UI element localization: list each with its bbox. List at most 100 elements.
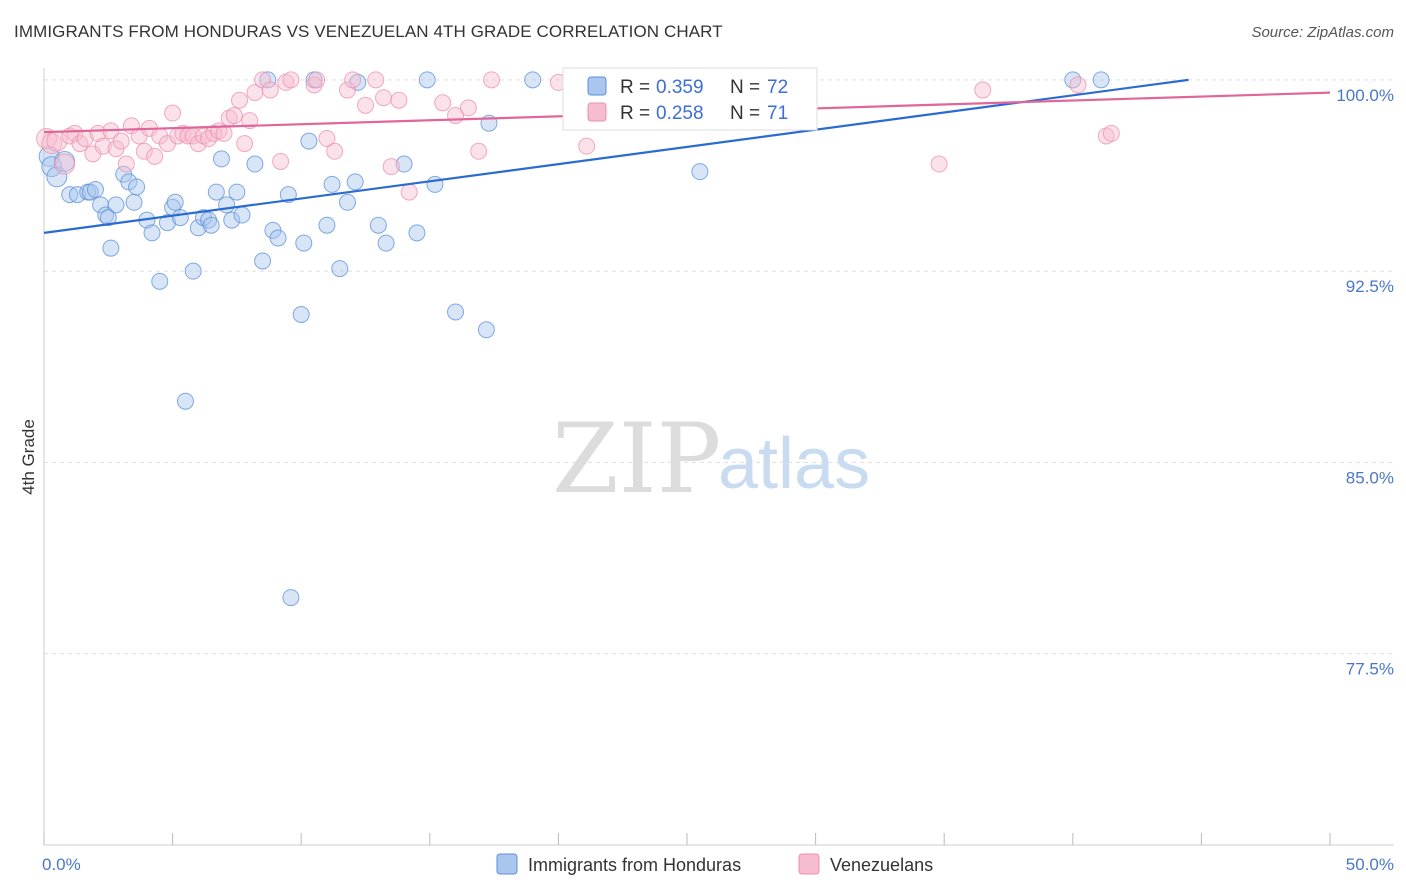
legend-swatch-honduras xyxy=(587,76,607,96)
point-venezuelans-52 xyxy=(375,89,393,107)
y-tick-labels: 100.0% 92.5% 85.0% 77.5% xyxy=(1336,86,1394,679)
point-honduras-52 xyxy=(346,173,364,191)
point-honduras-48 xyxy=(318,216,336,234)
grid-lines xyxy=(44,79,1394,655)
point-honduras-49 xyxy=(323,175,341,193)
bottom-legend-swatch-honduras xyxy=(496,853,518,875)
point-honduras-43 xyxy=(282,589,300,607)
point-honduras-29 xyxy=(200,211,218,229)
point-honduras-37 xyxy=(246,155,264,173)
point-honduras-45 xyxy=(295,234,313,252)
point-venezuelans-69 xyxy=(1097,127,1115,145)
point-honduras-61 xyxy=(477,321,495,339)
point-venezuelans-54 xyxy=(390,91,408,109)
point-venezuelans-13 xyxy=(112,132,130,150)
legend-n-label-venezuelans: N = xyxy=(730,103,760,124)
point-venezuelans-67 xyxy=(974,81,992,99)
point-honduras-33 xyxy=(218,196,236,214)
point-honduras-36 xyxy=(233,206,251,224)
point-venezuelans-10 xyxy=(94,137,112,155)
point-venezuelans-17 xyxy=(135,142,153,160)
point-venezuelans-34 xyxy=(225,107,243,125)
point-honduras-38 xyxy=(254,252,272,270)
point-honduras-7 xyxy=(81,183,99,201)
point-honduras-39 xyxy=(259,71,277,89)
point-honduras-5 xyxy=(68,186,86,204)
point-venezuelans-48 xyxy=(338,81,356,99)
point-honduras-50 xyxy=(331,260,349,278)
point-venezuelans-5 xyxy=(66,124,84,142)
point-venezuelans-45 xyxy=(308,71,326,89)
point-venezuelans-3 xyxy=(54,153,76,175)
point-venezuelans-6 xyxy=(71,135,89,153)
point-honduras-12 xyxy=(102,239,120,257)
y-tick-label-3: 77.5% xyxy=(1346,660,1394,679)
point-venezuelans-41 xyxy=(272,152,290,170)
axes xyxy=(43,68,1394,846)
point-honduras-9 xyxy=(92,196,110,214)
bottom-legend-swatch-venezuelans xyxy=(798,853,820,875)
point-venezuelans-56 xyxy=(434,94,452,112)
point-honduras-8 xyxy=(86,181,104,199)
point-honduras-26 xyxy=(184,262,202,280)
point-venezuelans-50 xyxy=(357,96,374,114)
legend-r-value-venezuelans: 0.258 xyxy=(656,103,704,124)
point-venezuelans-42 xyxy=(277,73,295,91)
point-honduras-11 xyxy=(99,209,117,227)
data-points xyxy=(36,71,1120,607)
point-honduras-20 xyxy=(151,272,169,290)
point-venezuelans-22 xyxy=(164,104,182,122)
point-honduras-1 xyxy=(41,156,63,178)
point-venezuelans-53 xyxy=(382,158,400,176)
point-venezuelans-14 xyxy=(117,155,135,173)
point-venezuelans-36 xyxy=(236,135,254,153)
bottom-legend: Immigrants from Honduras Venezuelans xyxy=(496,853,933,875)
point-venezuelans-60 xyxy=(483,71,501,89)
point-venezuelans-44 xyxy=(305,76,323,94)
watermark-zip: ZIP xyxy=(552,403,721,515)
point-honduras-25 xyxy=(176,392,194,410)
legend-r-label-venezuelans: R = xyxy=(620,103,650,124)
legend-n-value-honduras: 72 xyxy=(767,77,788,98)
point-venezuelans-46 xyxy=(318,130,336,148)
point-honduras-17 xyxy=(128,178,146,196)
x-tick-label-min: 0.0% xyxy=(42,855,81,874)
point-honduras-57 xyxy=(408,224,426,242)
point-honduras-23 xyxy=(166,193,184,211)
chart-source: Source: ZipAtlas.com xyxy=(1251,24,1394,41)
point-venezuelans-62 xyxy=(578,137,596,155)
point-honduras-13 xyxy=(107,196,125,214)
point-honduras-41 xyxy=(269,229,287,247)
point-honduras-63 xyxy=(524,71,542,89)
point-venezuelans-19 xyxy=(146,147,164,165)
point-venezuelans-24 xyxy=(174,124,192,142)
point-venezuelans-49 xyxy=(344,71,362,89)
x-tick-label-max: 50.0% xyxy=(1346,855,1394,874)
point-honduras-60 xyxy=(447,303,465,321)
y-tick-label-0: 100.0% xyxy=(1336,86,1394,105)
point-honduras-68 xyxy=(691,163,709,181)
y-tick-label-1: 92.5% xyxy=(1346,277,1394,296)
point-honduras-19 xyxy=(143,224,161,242)
trend-line-honduras xyxy=(43,78,1189,234)
point-honduras-30 xyxy=(202,216,220,234)
point-venezuelans-40 xyxy=(261,81,279,99)
legend-r-value-honduras: 0.359 xyxy=(656,77,704,98)
point-venezuelans-55 xyxy=(400,183,418,201)
point-honduras-34 xyxy=(223,211,241,229)
point-honduras-10 xyxy=(97,206,115,224)
legend-swatch-venezuelans xyxy=(587,102,607,122)
point-honduras-71 xyxy=(1092,71,1110,89)
point-honduras-54 xyxy=(369,216,387,234)
point-venezuelans-47 xyxy=(326,142,344,160)
point-honduras-35 xyxy=(228,183,246,201)
point-venezuelans-68 xyxy=(1069,76,1087,94)
bottom-legend-label-honduras: Immigrants from Honduras xyxy=(528,855,741,875)
bottom-legend-label-venezuelans: Venezuelans xyxy=(830,855,933,875)
point-honduras-31 xyxy=(207,183,225,201)
point-venezuelans-30 xyxy=(205,124,223,142)
point-venezuelans-35 xyxy=(230,91,248,109)
legend-r-label-honduras: R = xyxy=(620,77,650,98)
point-honduras-2 xyxy=(46,166,68,188)
